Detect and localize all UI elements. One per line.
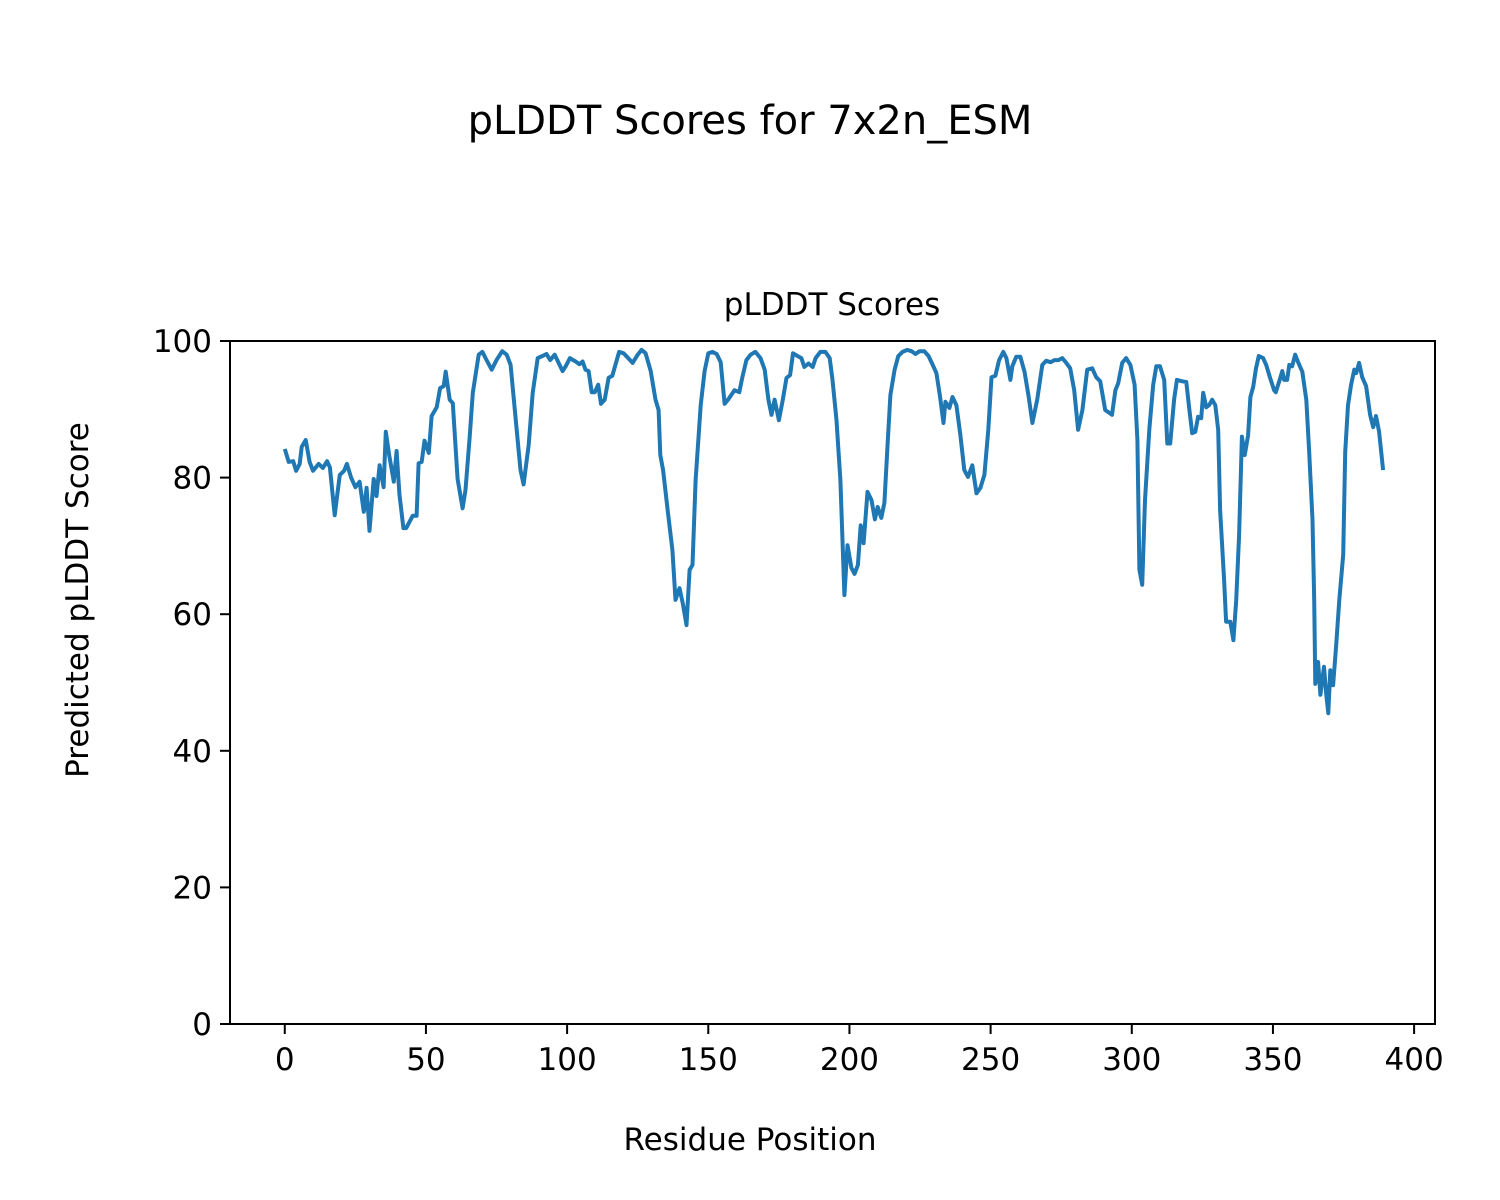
x-tick-label: 350 — [1243, 1042, 1302, 1078]
x-tick-label: 100 — [538, 1042, 597, 1078]
y-tick-label: 80 — [173, 461, 212, 497]
y-tick-label: 0 — [192, 1007, 212, 1043]
plot-area — [282, 347, 1386, 716]
x-tick-label: 300 — [1102, 1042, 1161, 1078]
y-tick-label: 20 — [173, 870, 212, 906]
y-axis: 0 20 40 60 80 100 — [153, 324, 230, 1043]
y-tick-label: 60 — [173, 597, 212, 633]
series-line-plddt — [282, 347, 1386, 716]
x-tick-label: 250 — [961, 1042, 1020, 1078]
y-tick-label: 40 — [173, 734, 212, 770]
y-axis-label: Predicted pLDDT Score — [60, 422, 96, 778]
x-tick-label: 150 — [679, 1042, 738, 1078]
x-axis-label: Residue Position — [624, 1122, 877, 1158]
x-tick-label: 400 — [1385, 1042, 1444, 1078]
x-tick-label: 50 — [406, 1042, 445, 1078]
y-tick-label: 100 — [153, 324, 212, 360]
x-axis: 0 50 100 150 200 250 300 350 400 — [275, 1024, 1444, 1078]
chart-title: pLDDT Scores — [724, 287, 940, 323]
figure-title: pLDDT Scores for 7x2n_ESM — [468, 98, 1033, 144]
x-tick-label: 200 — [820, 1042, 879, 1078]
axes-frame — [229, 340, 1436, 1025]
x-tick-label: 0 — [275, 1042, 295, 1078]
